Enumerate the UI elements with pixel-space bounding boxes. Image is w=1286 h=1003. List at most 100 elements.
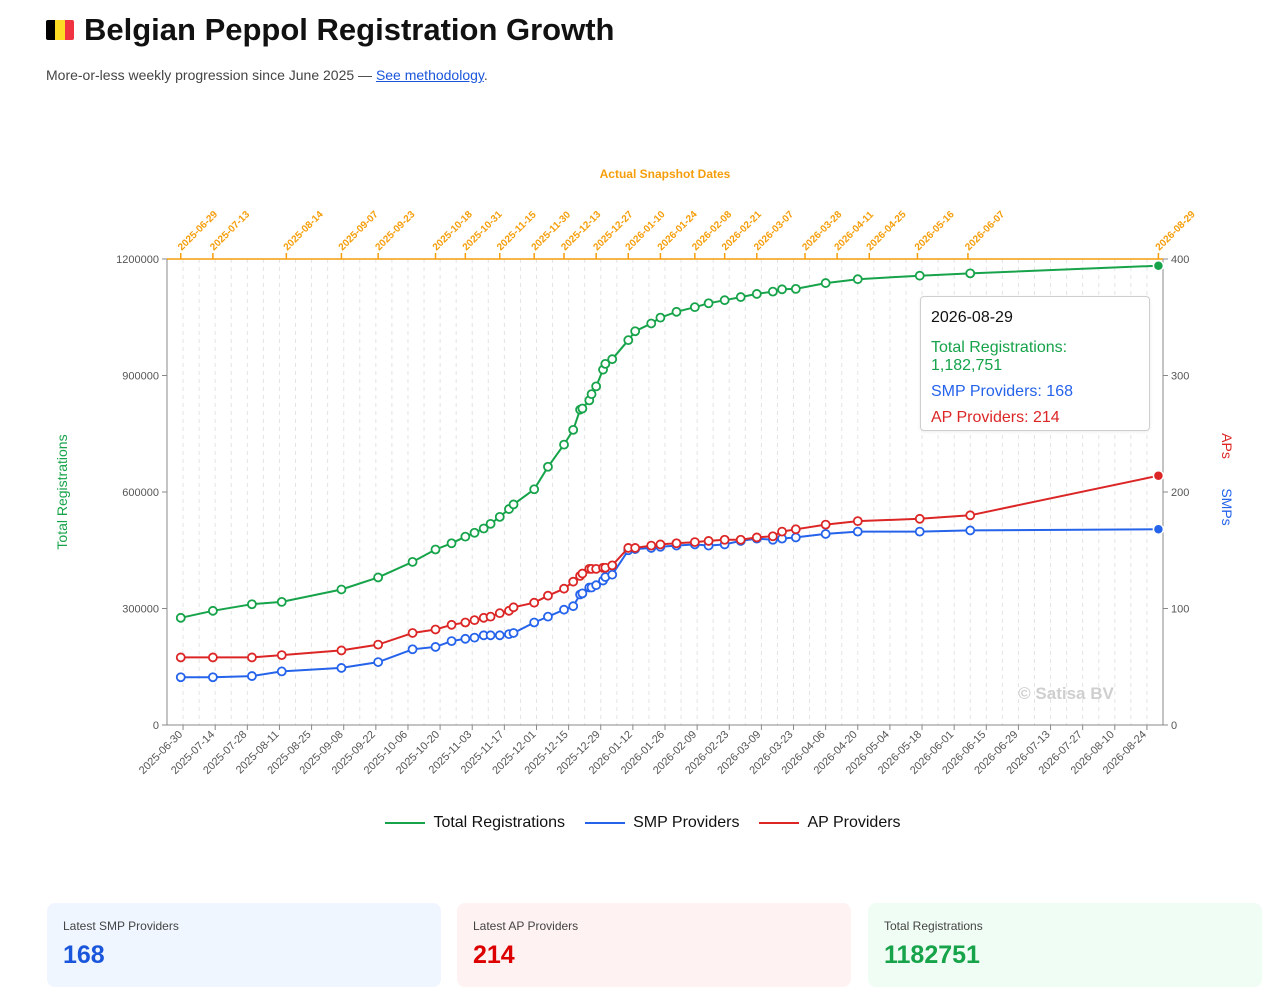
chart-legend: Total Registrations SMP Providers AP Pro… — [0, 814, 1286, 832]
data-point-ap — [689, 537, 700, 547]
data-point-smp — [508, 628, 519, 638]
data-point-smp — [469, 632, 480, 643]
data-point-smp — [852, 526, 863, 537]
legend-item-total[interactable]: Total Registrations — [385, 814, 565, 832]
data-point-total — [494, 511, 505, 522]
page-title: Belgian Peppol Registration Growth — [46, 12, 614, 48]
y-left-tick-label: 1200000 — [116, 254, 159, 266]
data-point-ap — [559, 583, 569, 594]
legend-swatch-total — [385, 822, 426, 824]
legend-item-smp[interactable]: SMP Providers — [585, 814, 739, 832]
data-point-total — [559, 439, 569, 450]
data-point-ap — [914, 513, 925, 524]
data-point-total — [543, 461, 553, 472]
data-point-total — [689, 302, 700, 313]
data-point-ap — [336, 645, 347, 656]
data-point-ap — [607, 560, 618, 571]
flag-stripe-red — [64, 20, 74, 40]
data-point-smp — [568, 601, 579, 612]
card-value: 168 — [63, 941, 105, 969]
data-point-total — [703, 298, 714, 309]
data-point-total — [777, 284, 787, 295]
card-label: Latest AP Providers — [473, 919, 579, 933]
legend-label-smp: SMP Providers — [633, 814, 740, 831]
data-point-total — [607, 354, 618, 365]
data-point-ap — [777, 526, 787, 537]
data-point-total — [207, 605, 218, 616]
page-subtitle: More-or-less weekly progression since Ju… — [46, 67, 488, 83]
data-point-ap — [1152, 469, 1165, 482]
data-point-total — [735, 292, 746, 302]
y-left-tick-label: 600000 — [122, 487, 159, 499]
legend-item-ap[interactable]: AP Providers — [759, 814, 901, 832]
data-point-smp — [529, 617, 540, 628]
data-point-total — [965, 268, 976, 279]
data-point-total — [671, 306, 682, 317]
data-point-ap — [175, 652, 186, 663]
data-point-total — [586, 389, 597, 400]
data-point-ap — [469, 615, 480, 626]
data-point-ap — [719, 534, 730, 545]
subtitle-end: . — [483, 67, 488, 83]
legend-label-total: Total Registrations — [433, 814, 566, 831]
data-point-ap — [820, 519, 831, 530]
page-title-text: Belgian Peppol Registration Growth — [84, 12, 615, 47]
methodology-link[interactable]: See methodology — [375, 67, 484, 83]
legend-label-ap: AP Providers — [807, 814, 901, 831]
tooltip-total: Total Registrations: 1,182,751 — [931, 339, 1068, 374]
data-point-total — [1152, 259, 1165, 272]
data-point-ap — [751, 532, 762, 543]
data-point-smp — [820, 529, 831, 539]
data-point-total — [751, 289, 762, 299]
data-point-ap — [276, 650, 287, 660]
data-point-total — [820, 278, 831, 288]
data-point-total — [446, 538, 457, 549]
card-label: Latest SMP Providers — [63, 919, 179, 933]
data-point-total — [508, 499, 519, 510]
legend-swatch-ap — [759, 822, 800, 824]
data-point-smp — [175, 672, 186, 683]
card-label: Total Registrations — [884, 919, 983, 933]
card-total-registrations: Total Registrations 1182751 — [868, 903, 1262, 987]
data-point-total — [478, 523, 489, 534]
data-point-total — [430, 544, 441, 555]
data-point-smp — [607, 569, 618, 580]
data-point-smp — [373, 657, 384, 667]
data-point-smp — [543, 611, 553, 622]
legend-swatch-smp — [585, 822, 626, 824]
y-left-tick-label: 300000 — [122, 604, 159, 616]
registration-chart: 0300000600000900000120000001002003004002… — [54, 167, 1235, 777]
data-point-total — [600, 358, 611, 369]
data-point-smp — [965, 525, 976, 536]
data-point-ap — [671, 538, 682, 549]
data-point-total — [407, 557, 418, 567]
data-point-ap — [485, 611, 496, 622]
data-point-total — [646, 318, 657, 329]
data-point-ap — [373, 639, 384, 650]
data-point-smp — [914, 526, 925, 537]
data-point-total — [767, 286, 778, 297]
data-point-smp — [276, 666, 287, 677]
data-point-total — [719, 295, 730, 306]
data-point-smp — [446, 636, 457, 647]
data-point-smp — [577, 588, 588, 599]
data-point-total — [460, 531, 471, 542]
snapshot-axis-title: Actual Snapshot Dates — [600, 167, 731, 181]
data-point-ap — [529, 597, 540, 608]
snapshot-tick-label: 2025-09-23 — [373, 209, 417, 253]
data-point-ap — [207, 652, 218, 663]
data-point-total — [469, 527, 480, 538]
data-point-smp — [494, 630, 505, 641]
data-point-ap — [965, 510, 976, 521]
data-point-ap — [543, 590, 553, 601]
data-point-ap — [852, 516, 863, 527]
snapshot-tick-label: 2026-08-29 — [1154, 209, 1198, 253]
tooltip-smp: SMP Providers: 168 — [931, 383, 1073, 400]
data-point-total — [373, 572, 384, 583]
y-right-tick-label: 100 — [1171, 604, 1189, 616]
watermark-text: © Satisa BV — [1018, 684, 1114, 703]
data-point-total — [276, 596, 287, 607]
card-value: 1182751 — [884, 941, 980, 969]
data-point-total — [655, 312, 666, 323]
belgium-flag-icon — [46, 20, 74, 40]
